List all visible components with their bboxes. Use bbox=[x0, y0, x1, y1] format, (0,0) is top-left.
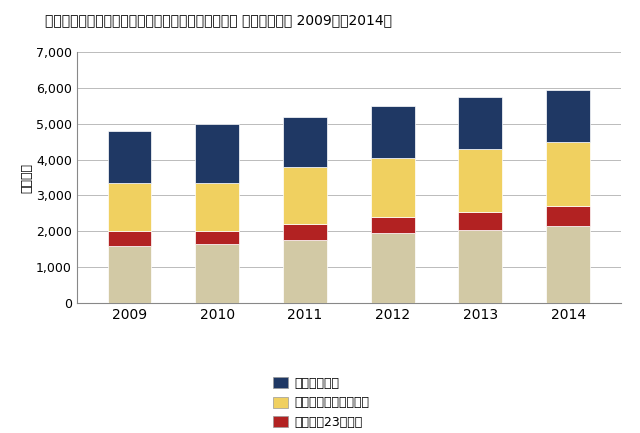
Bar bbox=[546, 90, 590, 142]
Bar bbox=[283, 116, 327, 167]
Bar bbox=[458, 149, 502, 212]
Bar bbox=[108, 131, 152, 183]
Bar bbox=[195, 231, 239, 244]
Bar bbox=[195, 244, 239, 303]
Bar bbox=[458, 229, 502, 303]
Bar bbox=[108, 183, 152, 231]
Bar bbox=[371, 158, 415, 217]
Bar bbox=[108, 231, 152, 246]
Bar bbox=[195, 183, 239, 231]
Bar bbox=[283, 240, 327, 303]
Bar bbox=[371, 233, 415, 303]
Bar bbox=[195, 124, 239, 183]
Bar bbox=[283, 167, 327, 224]
Bar bbox=[458, 97, 502, 149]
Bar bbox=[546, 142, 590, 206]
Bar bbox=[108, 246, 152, 303]
Bar bbox=[546, 226, 590, 303]
Y-axis label: （億円）: （億円） bbox=[20, 162, 33, 193]
Bar bbox=[546, 206, 590, 226]
Legend: その他の地域, 東京都以外の関東地方, 東京都（23区外）, 東京都（23区内）: その他の地域, 東京都以外の関東地方, 東京都（23区外）, 東京都（23区内） bbox=[268, 372, 375, 433]
Bar bbox=[371, 217, 415, 233]
Text: 国内コロケーション市場　データセンター所在地別 支出額予測： 2009年～2014年: 国内コロケーション市場 データセンター所在地別 支出額予測： 2009年～201… bbox=[45, 13, 392, 27]
Bar bbox=[283, 224, 327, 240]
Bar bbox=[458, 212, 502, 229]
Bar bbox=[371, 106, 415, 158]
